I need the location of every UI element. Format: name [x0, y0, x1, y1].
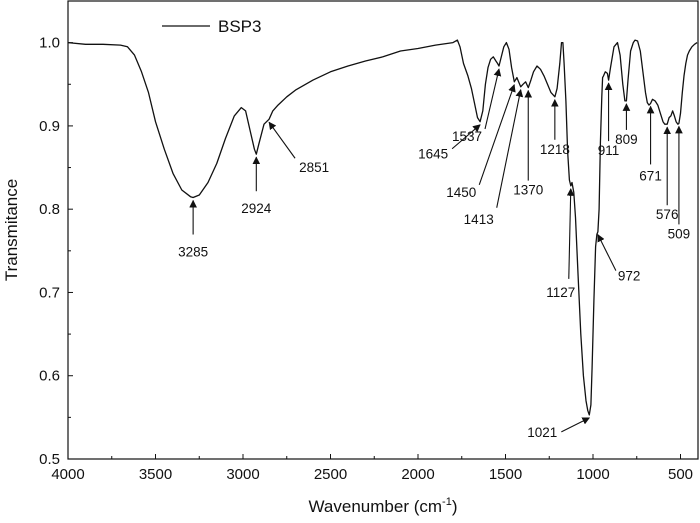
annotation-label-2924: 2924 [241, 201, 272, 216]
y-tick-label: 0.8 [39, 201, 60, 218]
x-axis-title-sup: -1 [442, 496, 452, 508]
x-axis: 4000 3500 3000 2500 2000 1500 1000 500 [51, 454, 693, 483]
x-tick-label: 3000 [226, 466, 259, 483]
annotation-label-3285: 3285 [178, 245, 208, 260]
annotation-label-1127: 1127 [546, 285, 575, 300]
annotation-arrow-1413 [496, 89, 524, 208]
x-tick-label: 2500 [314, 466, 347, 483]
y-tick-label: 0.9 [39, 118, 60, 135]
y-tick-label: 0.7 [39, 284, 60, 301]
series-line-bsp3 [67, 39, 698, 416]
y-axis: 0.5 0.6 0.7 0.8 0.9 1.0 [39, 35, 73, 468]
y-tick-label: 0.6 [39, 368, 60, 385]
annotation-arrow-972 [597, 233, 617, 271]
x-tick-label: 4000 [51, 466, 84, 483]
annotation-label-671: 671 [639, 168, 662, 183]
annotation-label-1370: 1370 [513, 183, 543, 198]
annotation-label-1413: 1413 [464, 212, 494, 227]
legend-label-bsp3: BSP3 [218, 17, 261, 36]
y-tick-label: 0.5 [39, 451, 60, 468]
annotation-arrow-2851 [268, 121, 296, 159]
annotation-label-1645: 1645 [418, 147, 448, 162]
annotation-arrow-1537 [484, 68, 502, 130]
x-tick-label: 3500 [139, 466, 172, 483]
series-layer [67, 39, 698, 416]
y-axis-title: Transmitance [2, 179, 21, 281]
annotation-arrow-1645 [451, 124, 481, 150]
x-axis-title-close: ) [452, 497, 458, 516]
annotation-arrow-1450 [478, 84, 516, 185]
annotation-label-972: 972 [618, 269, 641, 284]
annotation-label-1218: 1218 [540, 142, 570, 157]
annotation-label-576: 576 [656, 207, 679, 222]
annotation-label-911: 911 [598, 143, 620, 158]
x-axis-title-main: Wavenumber (cm [309, 497, 443, 516]
annotation-arrow-1021 [561, 417, 591, 433]
annotation-label-1021: 1021 [527, 425, 557, 440]
annotation-layer: 3285 2924 2851 1645 1537 1450 1413 1370 1218 1127… [178, 68, 691, 440]
legend: BSP3 [162, 17, 261, 36]
x-tick-label: 2000 [401, 466, 434, 483]
annotation-label-509: 509 [668, 226, 691, 241]
plot-frame [67, 0, 699, 460]
x-tick-label: 1000 [576, 466, 609, 483]
annotation-arrow-1127 [566, 188, 575, 279]
x-tick-label: 1500 [489, 466, 522, 483]
x-tick-label: 500 [668, 466, 693, 483]
x-axis-title: Wavenumber (cm-1) [309, 496, 458, 516]
annotation-label-809: 809 [615, 132, 638, 147]
annotation-label-1450: 1450 [446, 185, 476, 200]
annotation-label-1537: 1537 [452, 129, 482, 144]
annotation-label-2851: 2851 [299, 160, 329, 175]
y-tick-label: 1.0 [39, 35, 60, 52]
